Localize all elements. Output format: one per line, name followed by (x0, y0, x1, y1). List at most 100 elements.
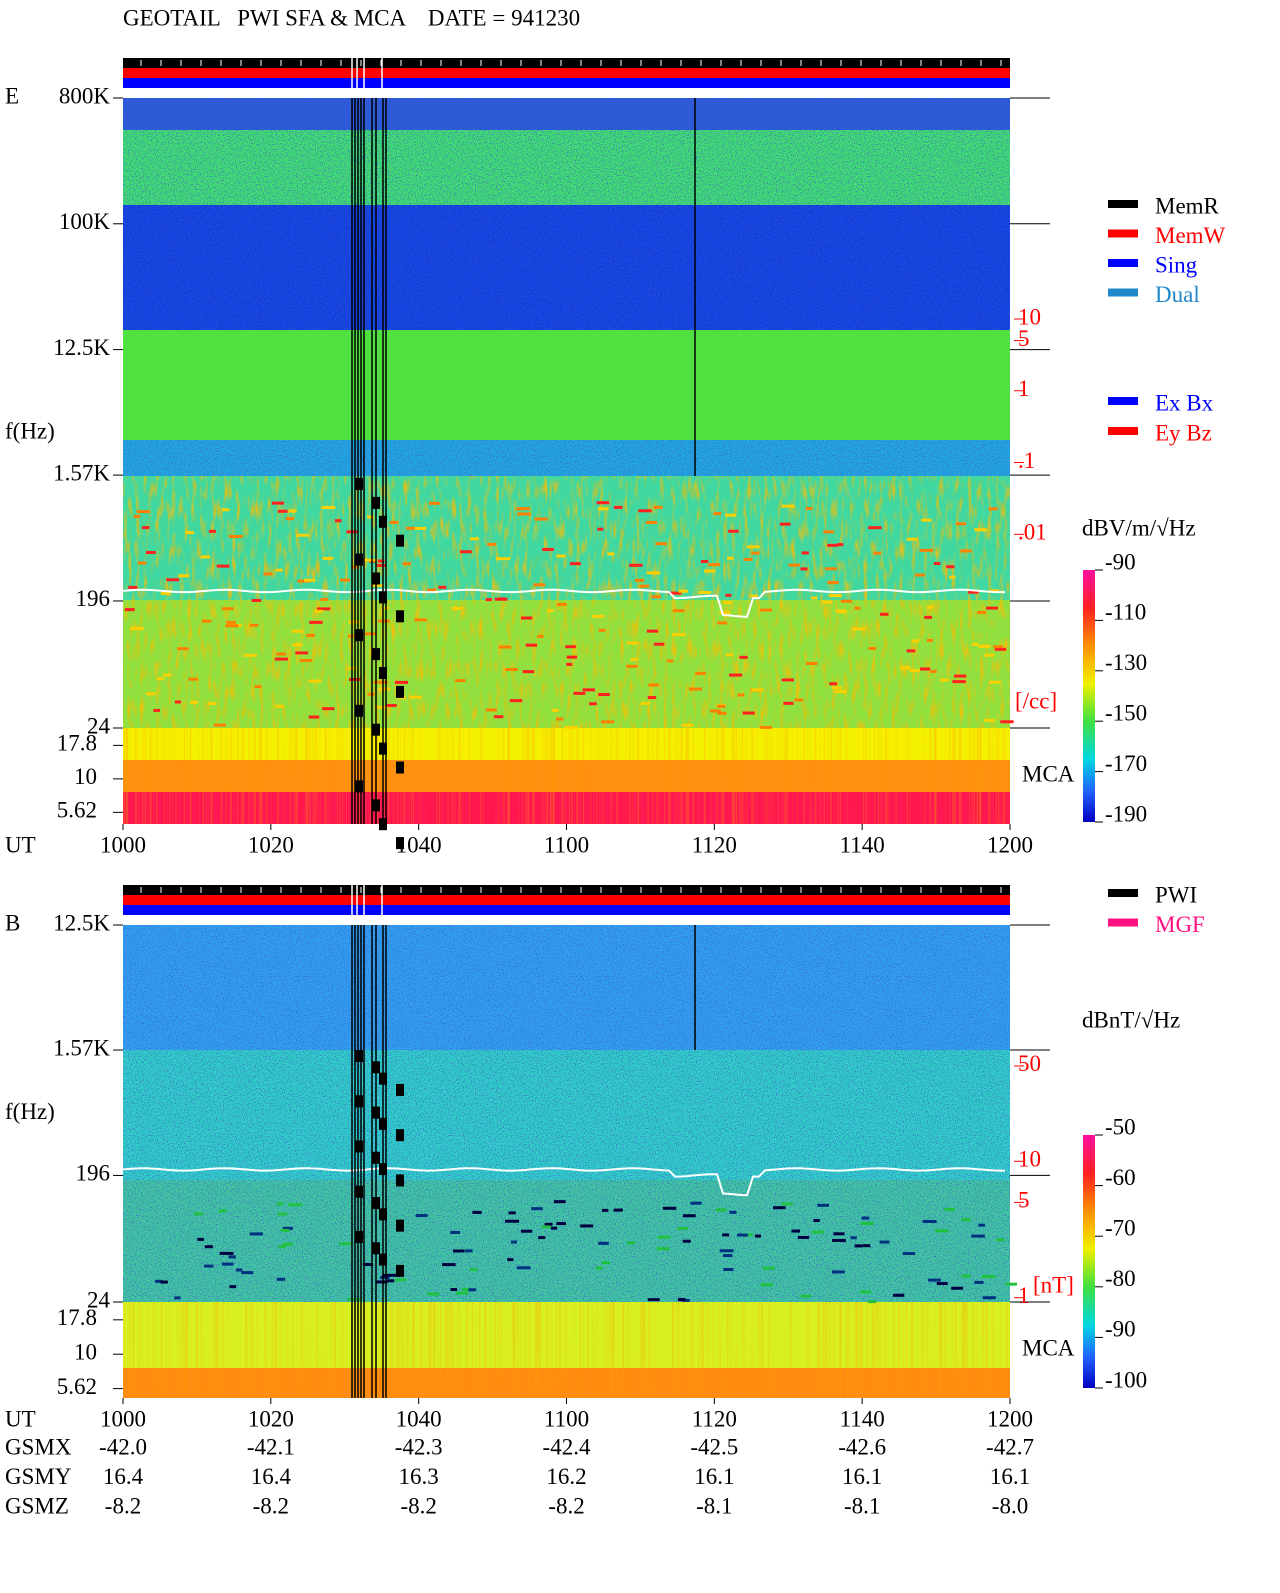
spectrogram-pixel (921, 518, 932, 522)
spectrogram-pixel (955, 522, 967, 526)
mca-streaks (123, 728, 1010, 824)
density-unit: [/cc] (1015, 688, 1057, 713)
spectrogram-pixel (236, 1268, 243, 1272)
gap-block (379, 1253, 387, 1266)
spectrogram-pixel (510, 1240, 517, 1244)
spectrogram-pixel (688, 687, 703, 691)
spectrogram-pixel (296, 533, 309, 537)
spectrogram-pixel (715, 1208, 727, 1212)
spectrogram-pixel (833, 1232, 845, 1236)
spectrogram-pixel (321, 506, 336, 510)
spectrogram-pixel (754, 1234, 761, 1238)
spectrogram-pixel (750, 594, 758, 598)
spectrogram-pixel (363, 558, 378, 562)
spectrogram-pixel (695, 671, 707, 675)
y-tick-label: 196 (76, 586, 111, 611)
spectrogram-pixel (981, 1274, 996, 1278)
x-tick-label: 1000 (100, 1406, 146, 1431)
colorbar (1083, 1135, 1095, 1388)
spectrogram-pixel (648, 683, 660, 687)
spectrogram-pixel (629, 563, 643, 567)
spectrogram-pixel (282, 1242, 293, 1246)
gap-block (379, 1117, 387, 1130)
spectrogram-pixel (668, 591, 682, 595)
x-tick-label: 1020 (248, 832, 294, 857)
spectrogram-pixel (218, 1209, 227, 1213)
spectrogram-pixel (507, 1258, 514, 1262)
spectrogram-pixel (940, 678, 949, 682)
spectrogram-pixel (892, 1293, 905, 1297)
gap-block (355, 1140, 363, 1153)
y-axis-label: f(Hz) (5, 1099, 55, 1124)
spectrogram-pixel (188, 677, 198, 681)
spectrogram-pixel (811, 1230, 825, 1234)
spectrogram-pixel (915, 573, 925, 577)
spectrogram-pixel (868, 526, 882, 530)
spectrogram-pixel (455, 1291, 469, 1295)
spectrogram-pixel (352, 565, 360, 569)
spectrogram-pixel (320, 597, 329, 601)
spectrogram-pixel (723, 1254, 733, 1258)
spectrogram-pixel (208, 529, 216, 533)
page-title: GEOTAIL PWI SFA & MCA DATE = 941230 (123, 5, 580, 30)
spectrogram-pixel (613, 505, 623, 509)
spectrogram-pixel (541, 1225, 551, 1229)
spectrogram-pixel (493, 715, 504, 719)
spectrogram-pixel (729, 1210, 737, 1214)
legend-swatch (1108, 288, 1138, 297)
spectrogram-pixel (309, 620, 323, 624)
gap-block (372, 1242, 380, 1255)
spectrogram-pixel (626, 641, 639, 645)
spectrogram-pixel (383, 1273, 397, 1277)
spectrogram-pixel (378, 687, 391, 691)
spectrogram-pixel (204, 1245, 213, 1249)
spectrogram-pixel (556, 1222, 566, 1226)
spectrogram-pixel (640, 701, 651, 705)
y-tick-label: 1.57K (53, 460, 110, 485)
ephemeris-value: 16.1 (842, 1464, 882, 1489)
spectrogram-pixel (280, 1228, 290, 1232)
spectrogram-pixel (370, 583, 385, 587)
spectrogram-pixel (377, 559, 385, 563)
ephemeris-value: -42.0 (99, 1434, 147, 1459)
spectrogram-pixel (174, 1296, 181, 1300)
gap-block (396, 610, 404, 623)
spectrogram-pixel (174, 700, 181, 704)
spectrogram-pixel (906, 537, 918, 541)
spectrogram-pixel (725, 653, 734, 657)
spectrogram-pixel (873, 551, 881, 555)
gap-block (379, 591, 387, 604)
spectrogram-pixel (226, 620, 236, 624)
gap-block (372, 648, 380, 661)
spectrogram-pixel (935, 1229, 949, 1233)
spectrogram-pixel (142, 526, 150, 530)
spectrogram-pixel (450, 1287, 458, 1291)
spectrogram-pixel (944, 1207, 955, 1211)
spectrogram-pixel (879, 612, 889, 616)
ephemeris-value: -8.2 (253, 1493, 289, 1518)
spectrogram-pixel (978, 1223, 986, 1227)
spectrogram-pixel (387, 1279, 395, 1283)
spectrogram-pixel (860, 1222, 874, 1226)
spectrogram-pixel (427, 588, 436, 592)
gap-block (372, 1061, 380, 1074)
spectrogram-pixel (451, 606, 463, 610)
spectrogram-pixel (288, 1203, 302, 1207)
spectrogram-pixel (276, 1277, 285, 1281)
spectrogram-pixel (389, 520, 399, 524)
spectrogram-noise (123, 925, 1010, 1302)
spectrogram-pixel (653, 642, 665, 646)
spectrogram-pixel (347, 1297, 361, 1301)
spectrogram-pixel (415, 1214, 428, 1218)
spectrogram-pixel (951, 1286, 963, 1290)
panel-label: E (5, 83, 19, 108)
y-tick-label: 800K (59, 83, 111, 108)
spectrogram-pixel (339, 1242, 353, 1246)
spectrogram-pixel (722, 600, 732, 604)
spectrogram-pixel (653, 505, 663, 509)
spectrogram-pixel (634, 578, 645, 582)
spectrogram-pixel (596, 501, 610, 505)
spectrogram-pixel (546, 609, 554, 613)
spectrogram-pixel (453, 1249, 465, 1253)
spectrogram-pixel (348, 620, 360, 624)
